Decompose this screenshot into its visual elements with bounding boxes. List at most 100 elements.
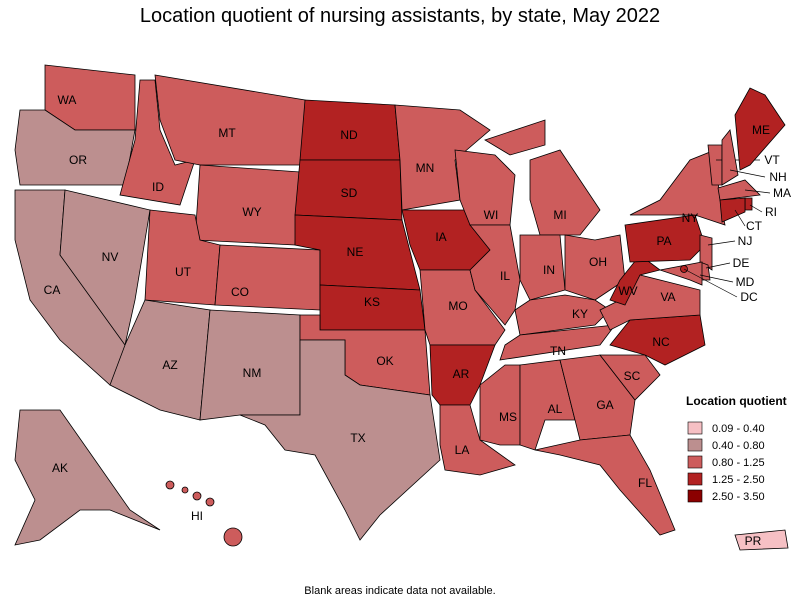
state-label: HI: [191, 509, 203, 523]
state-label: KY: [572, 307, 588, 321]
state-label: FL: [638, 476, 652, 490]
state: PR: [734, 529, 789, 551]
state-shape: [699, 234, 713, 271]
state-label: NY: [682, 211, 699, 225]
state-label: WY: [242, 205, 261, 219]
state-label: RI: [765, 205, 777, 219]
state: NM: [199, 309, 301, 421]
state-shape: [181, 486, 189, 494]
state-shape: [154, 74, 306, 166]
state-label: KS: [364, 295, 380, 309]
leader-line: [699, 274, 734, 283]
state-label: WI: [484, 208, 499, 222]
state-label: SC: [624, 369, 641, 383]
state-label: VT: [764, 153, 780, 167]
leader-line: [734, 209, 746, 227]
state: NV: [59, 189, 151, 346]
state-shape: [239, 339, 441, 541]
state-shape: [499, 324, 616, 361]
legend-label: 0.80 - 1.25: [712, 457, 765, 469]
state-label: MI: [553, 208, 566, 222]
state: SC: [599, 354, 661, 401]
state: IN: [519, 234, 566, 301]
state-label: GA: [596, 398, 613, 412]
state-shape: [439, 404, 516, 476]
state-label: NE: [347, 245, 364, 259]
state-shape: [734, 87, 786, 171]
state-label: CT: [746, 219, 763, 233]
state-label: DC: [740, 290, 758, 304]
state: MD: [658, 261, 755, 289]
state: IL: [469, 224, 521, 326]
state-label: CO: [231, 285, 249, 299]
state-shape: [529, 149, 601, 236]
state-label: ME: [752, 123, 770, 137]
state-label: ND: [340, 128, 358, 142]
state-shape: [205, 497, 215, 507]
state-label: OR: [69, 153, 87, 167]
legend-swatch: [687, 455, 703, 469]
state-label: CA: [44, 283, 61, 297]
state-label: SD: [341, 186, 358, 200]
state-label: AZ: [162, 358, 177, 372]
legend-title: Location quotient: [686, 394, 787, 408]
state-label: MS: [499, 410, 517, 424]
state-shape: [624, 214, 706, 263]
state: AZ: [109, 299, 211, 421]
state-label: NV: [102, 250, 119, 264]
state: DC: [680, 265, 758, 304]
state-shape: [165, 480, 175, 490]
state-label: TN: [550, 344, 566, 358]
state-shape: [519, 234, 566, 301]
state: LA: [439, 404, 516, 476]
state: MI: [484, 119, 601, 236]
state-shape: [479, 364, 521, 446]
legend-swatch: [687, 421, 703, 435]
state-shape: [214, 244, 321, 311]
state-label: MN: [416, 161, 435, 175]
state: KS: [319, 284, 426, 331]
state-shape: [59, 189, 151, 346]
state-label: OH: [589, 255, 607, 269]
state-label: OK: [376, 354, 393, 368]
state: RI: [744, 197, 777, 219]
state: MA: [717, 179, 791, 201]
leader-line: [707, 240, 736, 246]
state-shape: [721, 129, 739, 186]
legend-label: 0.09 - 0.40: [712, 423, 765, 435]
state-label: UT: [175, 265, 192, 279]
state-shape: [223, 527, 243, 547]
state-shape: [719, 197, 746, 223]
state-shape: [192, 491, 202, 501]
state-label: IL: [500, 269, 510, 283]
state-label: AL: [548, 402, 563, 416]
state: MN: [394, 104, 491, 211]
state: TX: [239, 339, 441, 541]
state: ND: [299, 99, 401, 161]
state-shape: [534, 434, 676, 536]
legend-swatch: [687, 438, 703, 452]
state-label: DE: [733, 256, 750, 270]
state-shape: [484, 119, 546, 156]
state-shape: [394, 104, 491, 211]
state-label: NJ: [738, 234, 753, 248]
state: ME: [734, 87, 786, 171]
state: WY: [194, 164, 301, 246]
state-label: PA: [656, 234, 671, 248]
state-label: WV: [618, 284, 637, 298]
state-label: AK: [52, 461, 68, 475]
leader-line: [705, 262, 731, 269]
state-shape: [14, 409, 161, 546]
state-shape: [658, 261, 703, 286]
state-label: MA: [773, 186, 791, 200]
state: CO: [214, 244, 321, 311]
state-label: WA: [58, 93, 77, 107]
state-label: IA: [435, 230, 446, 244]
state-shape: [199, 309, 301, 421]
leader-line: [729, 169, 766, 178]
state: TN: [499, 324, 616, 361]
state-shape: [469, 224, 521, 326]
state-label: AR: [453, 367, 470, 381]
state: NJ: [699, 234, 753, 271]
